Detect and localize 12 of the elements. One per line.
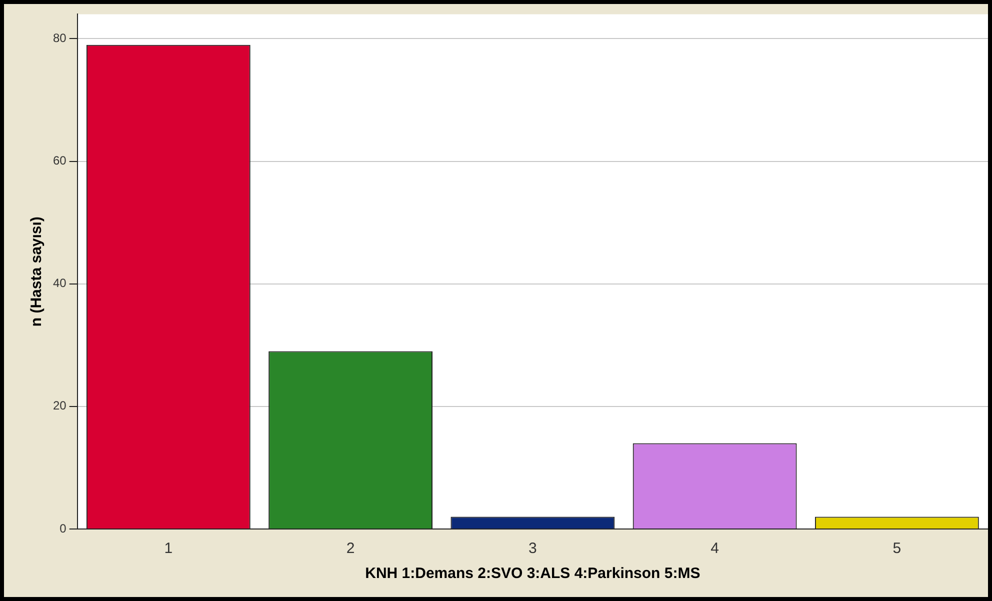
y-tick-label: 20 xyxy=(52,398,67,413)
x-tick-label: 3 xyxy=(528,540,537,558)
x-axis-title: KNH 1:Demans 2:SVO 3:ALS 4:Parkinson 5:MS xyxy=(365,565,700,582)
x-tick-label: 4 xyxy=(710,540,719,558)
x-tick-label: 2 xyxy=(346,540,355,558)
y-tick-label: 40 xyxy=(52,276,67,290)
y-tick-label: 80 xyxy=(52,31,67,46)
y-axis-title: n (Hasta sayısı) xyxy=(28,216,46,327)
x-tick-label: 5 xyxy=(892,540,902,558)
y-tick-label: 0 xyxy=(60,521,67,536)
y-tick-label: 60 xyxy=(52,154,67,168)
x-tick-label: 1 xyxy=(164,540,173,558)
